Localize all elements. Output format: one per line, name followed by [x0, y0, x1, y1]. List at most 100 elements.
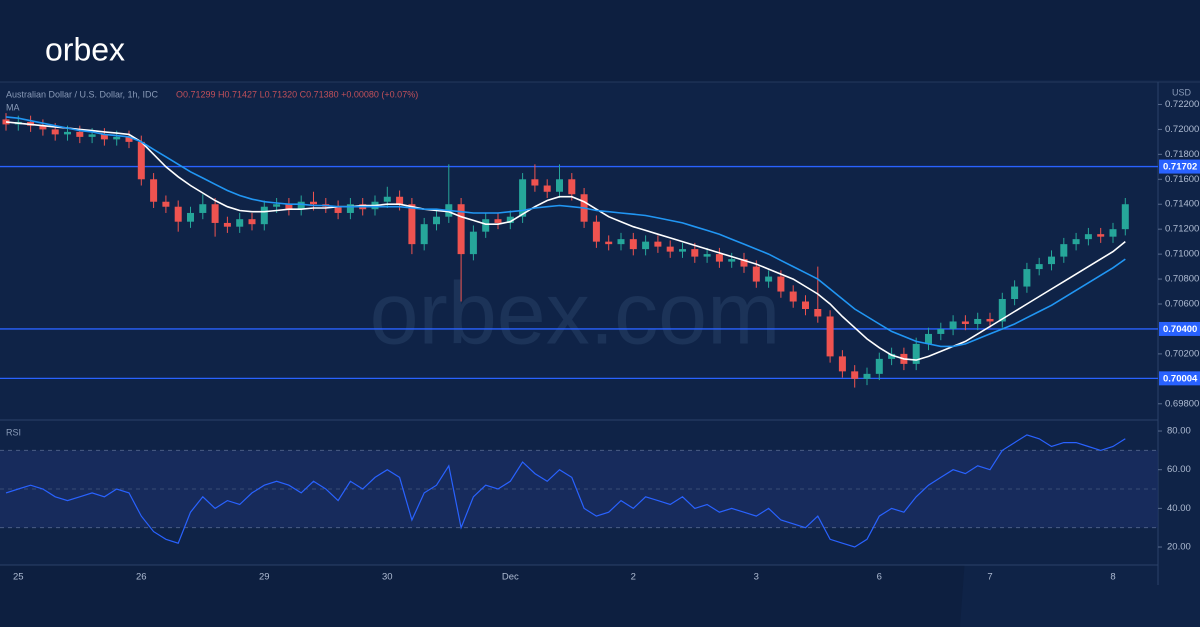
- candle-body: [875, 358, 883, 374]
- candle-body: [863, 373, 871, 379]
- candle-body: [1121, 204, 1129, 230]
- candle-body: [1084, 234, 1092, 240]
- candle-body: [531, 179, 539, 186]
- candle-body: [765, 276, 773, 282]
- y-tick-label: 0.70200: [1165, 348, 1199, 359]
- rsi-line: [5, 434, 1126, 548]
- candle-body: [248, 219, 256, 225]
- candle-body: [137, 141, 145, 180]
- candle-body: [1109, 229, 1117, 237]
- candle-body: [482, 219, 490, 232]
- candle-body: [64, 131, 71, 135]
- candle-body: [420, 224, 428, 245]
- candle-body: [285, 204, 293, 210]
- candle-body: [691, 249, 699, 257]
- candle-body: [777, 276, 785, 292]
- candle-body: [223, 222, 231, 227]
- y-tick-label: 0.69800: [1165, 398, 1199, 409]
- candle-body: [961, 321, 969, 324]
- instrument-title: Australian Dollar / U.S. Dollar, 1h, IDC: [6, 89, 159, 99]
- candle-body: [469, 231, 477, 255]
- level-label: 0.70004: [1163, 373, 1198, 384]
- currency: USD: [1172, 87, 1192, 97]
- candle-body: [617, 239, 625, 245]
- candle-body: [174, 206, 182, 222]
- candle-body: [851, 371, 859, 379]
- candle-body: [1011, 286, 1019, 300]
- candle-body: [654, 241, 662, 247]
- candle-body: [260, 206, 268, 225]
- level-label-box: [1159, 159, 1200, 174]
- rsi-title: RSI: [6, 427, 21, 437]
- y-tick-label: 0.70600: [1165, 299, 1199, 310]
- candle-body: [789, 291, 797, 302]
- candle-body: [346, 204, 354, 213]
- y-tick-label: 0.71400: [1165, 199, 1199, 210]
- candle-body: [88, 134, 96, 137]
- y-tick-label: 0.71800: [1165, 149, 1199, 160]
- y-tick-label: 0.71200: [1165, 224, 1199, 235]
- x-tick-label: 8: [1110, 572, 1115, 583]
- y-tick-label: 40.00: [1167, 503, 1191, 514]
- candle-body: [974, 318, 982, 324]
- candle-body: [506, 216, 514, 223]
- candle-body: [703, 254, 711, 257]
- x-tick-label: 25: [13, 572, 24, 583]
- y-tick-label: 0.72000: [1165, 124, 1199, 135]
- candle-body: [1048, 256, 1055, 265]
- candle-body: [113, 136, 121, 140]
- candle-body: [162, 201, 170, 207]
- ohlc-text: O0.71299 H0.71427 L0.71320 C0.71380 +0.0…: [176, 89, 418, 99]
- x-tick-label: 30: [382, 572, 393, 583]
- candle-body: [273, 204, 281, 207]
- candle-body: [1097, 234, 1105, 237]
- y-tick-label: 20.00: [1167, 542, 1191, 553]
- candle-body: [937, 328, 945, 334]
- candle-body: [728, 259, 736, 262]
- candle-body: [51, 129, 59, 135]
- candle-body: [666, 246, 674, 252]
- y-tick-label: 60.00: [1167, 464, 1191, 475]
- candle-body: [383, 196, 391, 202]
- candle-body: [556, 179, 563, 192]
- x-tick-label: 3: [754, 572, 759, 583]
- candle-body: [802, 301, 809, 309]
- x-tick-label: 29: [259, 572, 270, 583]
- candle-body: [199, 204, 207, 213]
- level-label: 0.70400: [1163, 324, 1197, 335]
- moving-average: [5, 121, 1126, 361]
- candle-body: [519, 179, 527, 217]
- candle-body: [740, 259, 748, 267]
- candle-body: [100, 134, 108, 140]
- candle-body: [838, 356, 846, 372]
- candle-body: [150, 179, 158, 202]
- candle-body: [310, 201, 317, 205]
- x-tick-label: Dec: [502, 572, 519, 583]
- candle-body: [1072, 239, 1080, 245]
- candle-body: [925, 333, 932, 344]
- candle-body: [334, 206, 342, 213]
- candle-body: [986, 318, 994, 322]
- candle-body: [1035, 264, 1043, 270]
- candle-body: [679, 249, 686, 252]
- moving-average: [5, 116, 1126, 348]
- level-label: 0.71702: [1163, 162, 1197, 173]
- candle-body: [457, 204, 465, 255]
- candle-body: [752, 266, 760, 282]
- candle-body: [592, 221, 600, 242]
- candle-body: [297, 201, 305, 210]
- y-tick-label: 0.71600: [1165, 174, 1199, 185]
- candle-body: [543, 185, 551, 192]
- y-tick-label: 0.71000: [1165, 249, 1199, 260]
- candle-body: [605, 241, 613, 245]
- candle-body: [39, 125, 47, 130]
- candle-body: [236, 219, 244, 227]
- candle-body: [396, 196, 404, 205]
- candle-body: [826, 316, 834, 357]
- candle-body: [912, 343, 920, 364]
- candle-body: [76, 131, 84, 137]
- x-tick-label: 26: [136, 572, 147, 583]
- candle-body: [568, 179, 576, 195]
- level-label-box: [1159, 371, 1200, 386]
